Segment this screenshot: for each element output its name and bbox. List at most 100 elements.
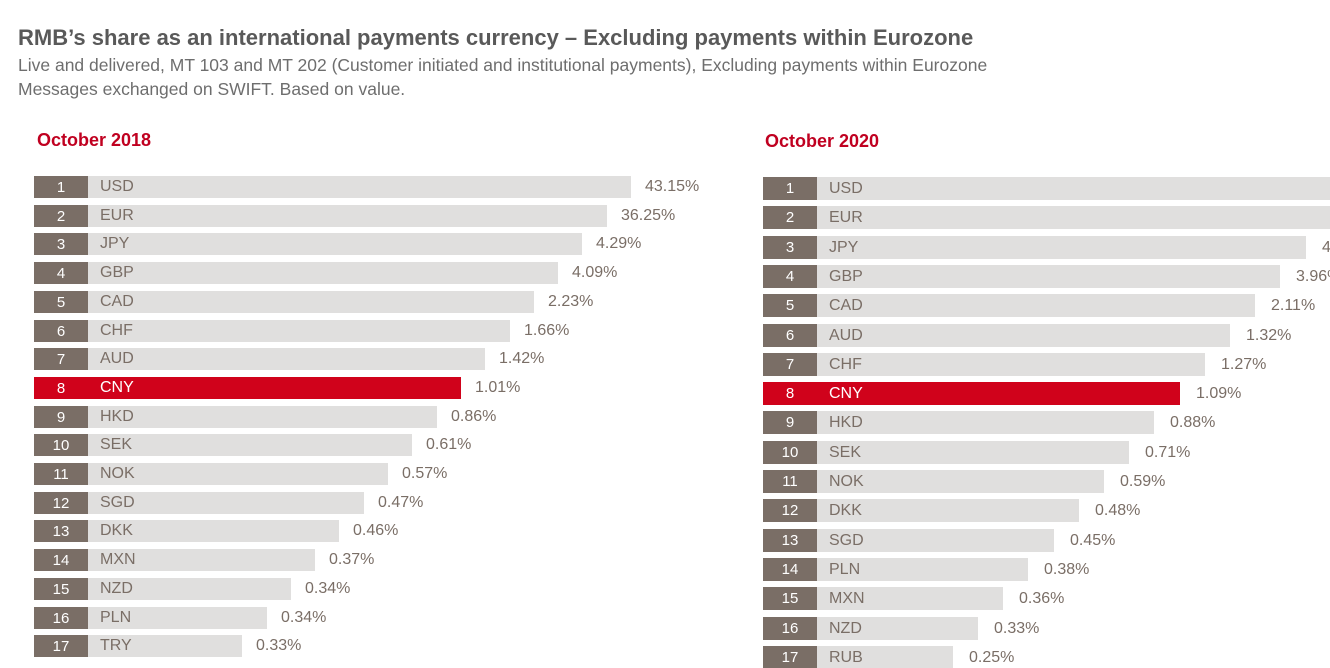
currency-label: EUR [829, 208, 863, 226]
rank-number: 10 [763, 441, 817, 464]
bar [817, 324, 1230, 347]
rank-number: 9 [763, 411, 817, 434]
value-label: 0.45% [1070, 531, 1116, 549]
currency-label: NOK [829, 472, 864, 490]
currency-label: HKD [829, 413, 863, 431]
rank-number: 9 [34, 406, 88, 428]
panel-october-2018: October 2018 1 USD 43.15% 2 EUR 36.25% 3 JPY 4.2… [34, 0, 734, 668]
currency-label: JPY [829, 238, 859, 256]
rank-number: 3 [763, 236, 817, 259]
value-label: 0.61% [426, 436, 472, 453]
subtitle-line-1: Live and delivered, MT 103 and MT 202 (C… [18, 55, 988, 75]
currency-label: USD [100, 178, 134, 195]
currency-label: PLN [829, 560, 861, 578]
value-label: 0.37% [329, 551, 375, 568]
bar [88, 463, 388, 485]
bar [817, 529, 1054, 552]
currency-label: NOK [100, 465, 135, 482]
bar [88, 549, 315, 571]
bar [817, 441, 1129, 464]
bar [817, 587, 1003, 610]
rank-number: 1 [763, 177, 817, 200]
bar [88, 348, 485, 370]
rank-number: 6 [34, 320, 88, 342]
value-label: 36.25% [621, 207, 676, 224]
highlighted-bar [817, 382, 1180, 405]
rank-number: 3 [34, 233, 88, 255]
panel-title-2020: October 2020 [765, 131, 880, 151]
bar [817, 177, 1330, 200]
currency-label: DKK [100, 522, 133, 539]
bar [88, 233, 582, 255]
rank-number: 13 [763, 529, 817, 552]
value-label: 0.88% [1170, 413, 1216, 431]
bar [88, 434, 412, 456]
value-label: 0.46% [353, 522, 399, 539]
currency-label: SGD [100, 494, 135, 511]
value-label: 3.96% [1296, 267, 1330, 285]
rank-number: 6 [763, 324, 817, 347]
currency-label: JPY [100, 235, 130, 252]
currency-label: NZD [829, 619, 862, 637]
currency-label: EUR [100, 207, 134, 224]
value-label: 0.59% [1120, 472, 1166, 490]
bar [88, 291, 534, 313]
value-label: 0.33% [994, 619, 1040, 637]
bar [817, 646, 953, 668]
bar [88, 607, 267, 629]
value-label: 0.34% [305, 580, 351, 597]
value-label: 0.33% [256, 637, 302, 654]
bar [817, 470, 1104, 493]
currency-label: SEK [100, 436, 133, 453]
rank-number: 1 [34, 176, 88, 198]
value-label: 0.47% [378, 494, 424, 511]
currency-label: CAD [100, 293, 134, 310]
rank-number: 4 [763, 265, 817, 288]
value-label: 1.32% [1246, 326, 1292, 344]
rank-number: 16 [763, 617, 817, 640]
rank-number: 7 [763, 353, 817, 376]
bar [817, 617, 978, 640]
rank-number: 8 [763, 382, 817, 405]
value-label: 0.48% [1095, 501, 1141, 519]
bar [817, 411, 1154, 434]
bar [817, 353, 1205, 376]
rank-number: 2 [763, 206, 817, 229]
rank-number: 17 [763, 646, 817, 668]
rank-number: 14 [34, 549, 88, 571]
value-label: 0.57% [402, 465, 448, 482]
currency-label: CAD [829, 296, 863, 314]
currency-label: RUB [829, 648, 863, 666]
currency-label: PLN [100, 609, 132, 626]
rank-number: 17 [34, 635, 88, 657]
value-label: 0.38% [1044, 560, 1090, 578]
bar [817, 236, 1306, 259]
value-label: 0.86% [451, 408, 497, 425]
currency-label: HKD [100, 408, 134, 425]
currency-label: TRY [100, 637, 132, 654]
rank-number: 15 [763, 587, 817, 610]
value-label: 4.2 [1322, 238, 1330, 256]
rank-number: 14 [763, 558, 817, 581]
panel-title-2018: October 2018 [37, 130, 152, 150]
bar [88, 520, 339, 542]
chart-subtitle: Live and delivered, MT 103 and MT 202 (C… [18, 53, 1218, 101]
value-label: 4.29% [596, 235, 642, 252]
bar [817, 294, 1255, 317]
highlighted-bar [88, 377, 461, 399]
currency-label: NZD [100, 580, 133, 597]
panel-october-2020: October 2020 1 USD 2 EUR 3 JPY 4.2 4 GBP 3.96% 5 CA… [763, 0, 1330, 668]
value-label: 1.09% [1196, 384, 1242, 402]
rank-number: 13 [34, 520, 88, 542]
rank-number: 12 [34, 492, 88, 514]
rank-number: 7 [34, 348, 88, 370]
bar [817, 206, 1330, 229]
currency-label: AUD [829, 326, 863, 344]
chart-title: RMB’s share as an international payments… [18, 25, 974, 50]
bar [88, 176, 631, 198]
bar [88, 492, 364, 514]
rank-number: 11 [34, 463, 88, 485]
bar [88, 320, 510, 342]
currency-label: DKK [829, 501, 862, 519]
value-label: 1.01% [475, 379, 521, 396]
